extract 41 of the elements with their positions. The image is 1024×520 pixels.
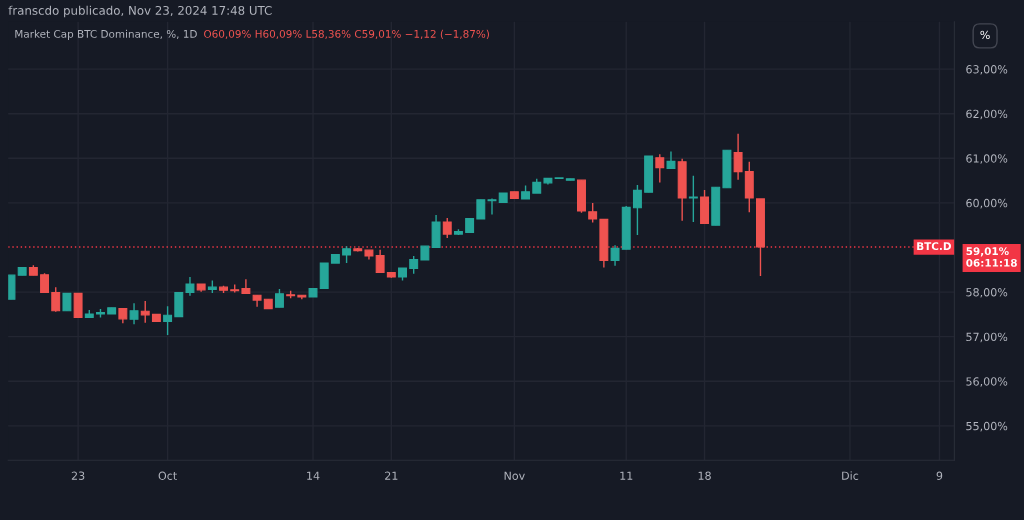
y-tick-label: 56,00%	[966, 377, 1008, 387]
candlestick	[588, 202, 598, 224]
candlestick	[51, 286, 61, 313]
text: Market Cap BTC Dominance, %, 1D	[15, 29, 197, 40]
x-tick-label: 14	[307, 471, 320, 480]
candlestick	[476, 199, 486, 220]
x-tick-label: Oct	[158, 471, 177, 480]
y-tick-label: 62,00%	[966, 109, 1008, 120]
text: 06:11:18	[966, 258, 1017, 267]
candlestick	[185, 276, 195, 297]
candlestick	[375, 249, 385, 274]
x-tick-label: 21	[385, 471, 398, 480]
text: 59,01%	[966, 247, 1009, 257]
annotation: O60,09% H60,09% L58,36% C59,01% −1,12 (−1,87%)	[204, 29, 489, 40]
text: %	[980, 30, 990, 40]
candlestick	[241, 278, 251, 295]
x-tick-label: Nov	[504, 471, 525, 480]
y-tick-label: 61,00%	[966, 154, 1008, 164]
candlestick	[632, 184, 642, 236]
x-tick-label: 18	[698, 471, 711, 480]
candlestick	[163, 305, 173, 336]
x-tick-label: Dic	[842, 471, 859, 480]
x-tick-label: 11	[620, 471, 633, 480]
y-tick-label: 60,00%	[966, 198, 1008, 209]
y-tick-label: 55,00%	[966, 421, 1008, 432]
candlestick	[274, 288, 284, 308]
y-tick-label: 58,00%	[966, 288, 1008, 298]
candlestick	[442, 217, 452, 239]
ref-line-label: BTC.D	[917, 242, 951, 251]
x-tick-label: 23	[71, 471, 85, 480]
candlestick	[129, 302, 139, 325]
candlestick	[40, 272, 50, 294]
candlestick	[487, 197, 497, 216]
y-tick-label: 57,00%	[966, 332, 1008, 343]
x-tick-label: 9	[936, 471, 943, 480]
candlestick	[733, 133, 743, 181]
chart-title: franscdo publicado, Nov 23, 2024 17:48 UTC	[8, 5, 272, 18]
candlestick	[688, 174, 698, 223]
candlestick	[655, 153, 665, 184]
y-tick-label: 63,00%	[966, 65, 1008, 75]
candlestick	[610, 244, 620, 267]
